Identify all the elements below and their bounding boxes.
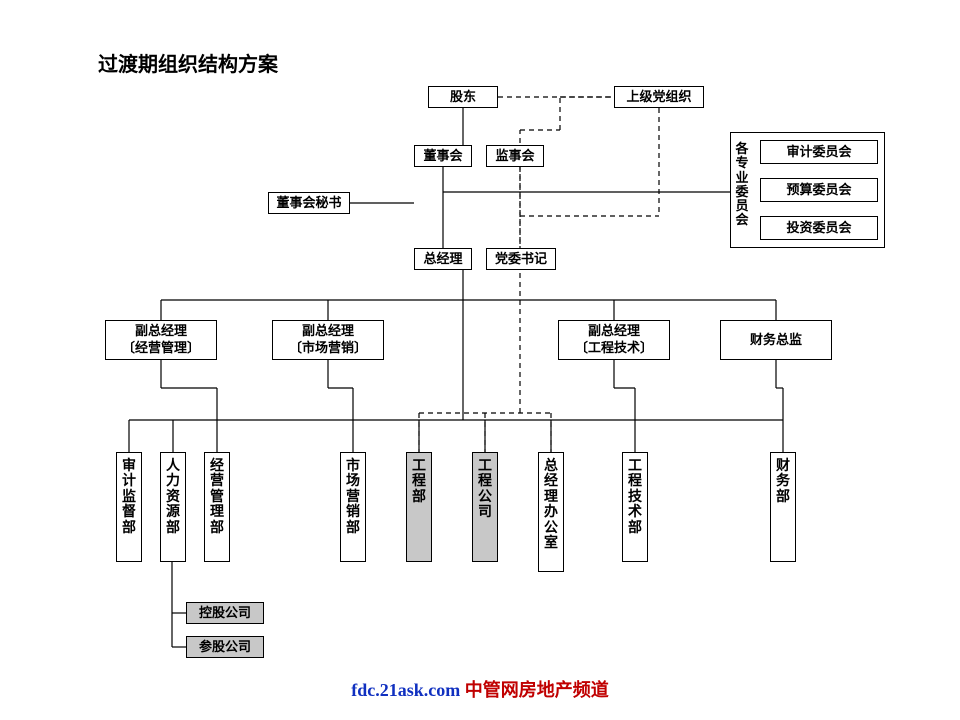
- node-board-secretary: 董事会秘书: [268, 192, 350, 214]
- committee-label: 各专业委员会: [733, 136, 751, 244]
- sub-equity: 参股公司: [186, 636, 264, 658]
- dept-eng-company: 工程公司: [472, 452, 498, 562]
- dept-gm-office: 总经理办公室: [538, 452, 564, 572]
- connection-lines: [0, 0, 960, 720]
- dept-operations: 经营管理部: [204, 452, 230, 562]
- dept-engineering: 工程部: [406, 452, 432, 562]
- vp-marketing: 副总经理〔市场营销〕: [272, 320, 384, 360]
- dept-marketing: 市场营销部: [340, 452, 366, 562]
- dept-audit: 审计监督部: [116, 452, 142, 562]
- sub-holding: 控股公司: [186, 602, 264, 624]
- cfo: 财务总监: [720, 320, 832, 360]
- dept-eng-tech: 工程技术部: [622, 452, 648, 562]
- node-gm: 总经理: [414, 248, 472, 270]
- node-upper-party: 上级党组织: [614, 86, 704, 108]
- dept-hr: 人力资源部: [160, 452, 186, 562]
- node-shareholder: 股东: [428, 86, 498, 108]
- committee-budget: 预算委员会: [760, 178, 878, 202]
- footer-url: fdc.21ask.com: [351, 680, 465, 700]
- footer: fdc.21ask.com 中管网房地产频道: [0, 676, 960, 702]
- committee-invest: 投资委员会: [760, 216, 878, 240]
- node-supervisory: 监事会: [486, 145, 544, 167]
- node-party-secretary: 党委书记: [486, 248, 556, 270]
- vp-operations: 副总经理〔经营管理〕: [105, 320, 217, 360]
- vp-engineering: 副总经理〔工程技术〕: [558, 320, 670, 360]
- footer-text: 中管网房地产频道: [465, 680, 609, 700]
- node-board: 董事会: [414, 145, 472, 167]
- dept-finance: 财务部: [770, 452, 796, 562]
- committee-audit: 审计委员会: [760, 140, 878, 164]
